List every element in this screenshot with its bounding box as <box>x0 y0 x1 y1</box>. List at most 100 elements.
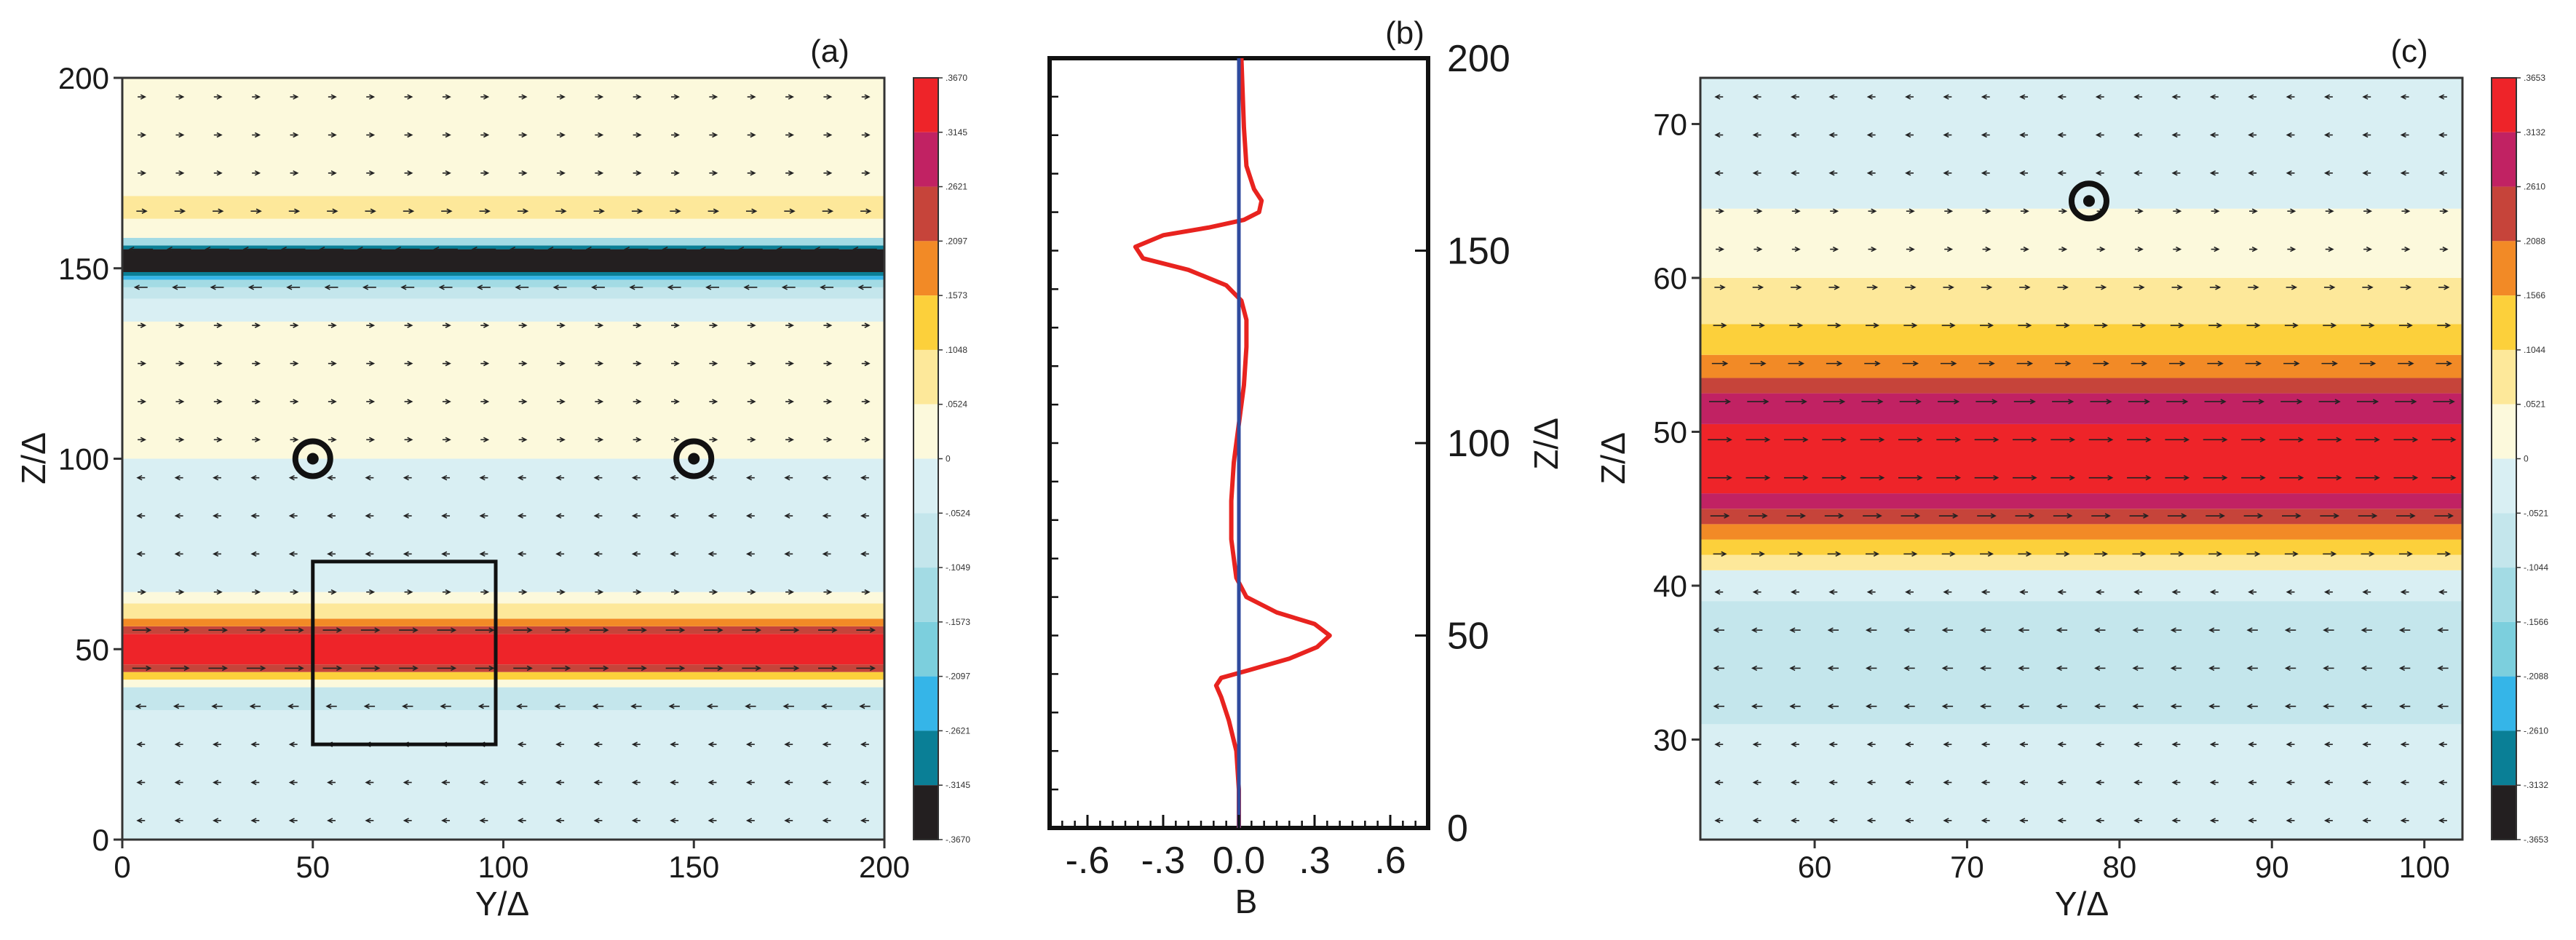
velocity-arrowhead <box>445 360 451 367</box>
field-band <box>1700 524 2462 540</box>
velocity-arrowhead <box>254 322 261 328</box>
colorbar-tick-label: -.3653 <box>2524 835 2548 845</box>
velocity-arrowhead <box>368 437 376 443</box>
velocity-arrowhead <box>673 589 680 595</box>
velocity-arrowhead <box>2257 513 2264 519</box>
velocity-arrowhead <box>1871 208 1877 214</box>
field-band <box>122 603 884 619</box>
velocity-arrowhead <box>2209 779 2216 786</box>
velocity-arrowhead <box>2398 704 2406 709</box>
velocity-arrowhead <box>517 513 523 519</box>
velocity-arrowhead <box>516 704 523 709</box>
velocity-arrowhead <box>852 246 859 252</box>
velocity-arrowhead <box>1838 513 1844 519</box>
colorbar-tick-label: 0 <box>946 454 951 464</box>
velocity-arrowhead <box>2298 437 2304 443</box>
velocity-arrowhead <box>2286 818 2292 824</box>
colorbar-segment <box>914 621 938 677</box>
velocity-arrowhead <box>293 94 299 100</box>
velocity-arrowhead <box>179 208 186 214</box>
velocity-arrowhead <box>2292 322 2299 328</box>
colorbar-segment <box>2492 295 2516 350</box>
velocity-arrowhead <box>755 627 761 633</box>
velocity-arrowhead <box>2254 551 2261 557</box>
velocity-arrowhead <box>216 589 223 595</box>
velocity-arrowhead <box>479 551 486 557</box>
velocity-arrowhead <box>2330 551 2337 557</box>
velocity-arrowhead <box>216 360 223 367</box>
velocity-arrowhead <box>216 132 223 138</box>
velocity-arrowhead <box>2209 818 2216 824</box>
velocity-arrowhead <box>2183 437 2190 443</box>
velocity-arrowhead <box>708 741 714 747</box>
y-tick-label: 150 <box>1447 231 1510 273</box>
velocity-arrowhead <box>521 94 528 100</box>
velocity-arrowhead <box>2094 627 2101 633</box>
velocity-arrowhead <box>441 551 448 557</box>
x-tick-label: 60 <box>1798 850 1832 884</box>
field-band <box>1700 554 2462 570</box>
velocity-arrowhead <box>2370 360 2377 367</box>
velocity-arrowhead <box>1905 132 1911 138</box>
velocity-arrowhead <box>2107 437 2114 443</box>
velocity-arrowhead <box>2400 818 2406 824</box>
velocity-arrowhead <box>1839 399 1846 405</box>
velocity-arrowhead <box>451 627 457 633</box>
velocity-arrowhead <box>362 284 369 290</box>
velocity-arrowhead <box>2171 741 2178 747</box>
velocity-arrowhead <box>1941 665 1948 672</box>
velocity-arrowhead <box>2064 551 2070 557</box>
velocity-arrowhead <box>288 779 295 786</box>
velocity-arrowhead <box>2057 170 2064 176</box>
colorbar-tick-label: -.1049 <box>946 562 970 573</box>
velocity-arrowhead <box>488 627 495 633</box>
velocity-arrowhead <box>250 818 257 824</box>
velocity-arrowhead <box>598 94 604 100</box>
velocity-arrowhead <box>521 322 528 328</box>
colorbar-segment <box>2492 349 2516 405</box>
velocity-arrowhead <box>2251 246 2258 252</box>
velocity-arrowhead <box>1910 284 1917 290</box>
velocity-arrowhead <box>673 399 680 405</box>
velocity-arrowhead <box>631 741 638 747</box>
velocity-arrowhead <box>2408 360 2414 367</box>
velocity-arrowhead <box>635 170 642 176</box>
velocity-arrowhead <box>2336 474 2342 481</box>
velocity-arrowhead <box>483 322 490 328</box>
field-band <box>122 680 884 688</box>
velocity-arrowhead <box>2450 437 2457 443</box>
velocity-arrowhead <box>2442 246 2449 252</box>
velocity-arrowhead <box>298 627 304 633</box>
velocity-arrowhead <box>1756 208 1763 214</box>
colorbar-segment <box>914 132 938 187</box>
velocity-arrowhead <box>2057 741 2064 747</box>
velocity-arrowhead <box>1990 513 1997 519</box>
velocity-arrowhead <box>751 208 758 214</box>
velocity-arrowhead <box>403 551 409 557</box>
velocity-arrowhead <box>324 284 330 290</box>
velocity-arrowhead <box>254 170 261 176</box>
velocity-arrowhead <box>670 741 676 747</box>
velocity-arrowhead <box>2176 284 2183 290</box>
velocity-arrowhead <box>2286 132 2292 138</box>
x-tick-label: 0.0 <box>1213 840 1265 882</box>
velocity-arrowhead <box>1865 704 1872 709</box>
velocity-arrowhead <box>1714 170 1721 176</box>
velocity-arrowhead <box>705 284 712 290</box>
velocity-arrowhead <box>673 360 680 367</box>
velocity-arrowhead <box>433 246 440 252</box>
velocity-arrowhead <box>178 170 185 176</box>
velocity-arrowhead <box>2019 170 2026 176</box>
velocity-arrowhead <box>374 665 381 672</box>
velocity-arrowhead <box>483 132 490 138</box>
velocity-arrowhead <box>2220 399 2227 405</box>
velocity-arrowhead <box>294 208 301 214</box>
velocity-arrowhead <box>488 665 495 672</box>
velocity-arrowhead <box>635 94 642 100</box>
x-tick-label: 200 <box>859 850 910 884</box>
colorbar-segment <box>2492 458 2516 514</box>
velocity-arrowhead <box>254 437 261 443</box>
velocity-arrowhead <box>827 208 834 214</box>
velocity-arrowhead <box>2286 589 2292 595</box>
velocity-arrowhead <box>2400 741 2406 747</box>
